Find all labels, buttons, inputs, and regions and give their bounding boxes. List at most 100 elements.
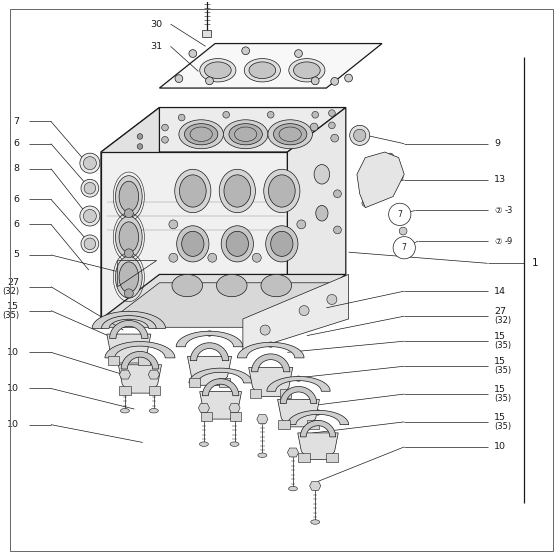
Text: 27: 27	[494, 307, 506, 316]
Ellipse shape	[316, 206, 328, 221]
Circle shape	[223, 111, 230, 118]
Polygon shape	[119, 370, 130, 379]
Circle shape	[84, 183, 96, 194]
Ellipse shape	[370, 168, 388, 192]
Circle shape	[353, 129, 366, 142]
Polygon shape	[101, 316, 156, 328]
Ellipse shape	[199, 442, 208, 446]
Ellipse shape	[226, 231, 249, 256]
Ellipse shape	[179, 120, 223, 149]
Ellipse shape	[365, 162, 393, 198]
Circle shape	[362, 200, 368, 207]
Circle shape	[162, 137, 169, 143]
Circle shape	[169, 253, 178, 262]
Text: 6: 6	[13, 195, 19, 204]
Circle shape	[389, 203, 411, 226]
Ellipse shape	[264, 169, 300, 213]
Polygon shape	[202, 379, 239, 396]
FancyBboxPatch shape	[189, 378, 200, 387]
Circle shape	[327, 295, 337, 305]
FancyBboxPatch shape	[250, 389, 261, 398]
Polygon shape	[188, 356, 231, 385]
Polygon shape	[237, 342, 304, 358]
FancyBboxPatch shape	[281, 389, 292, 398]
Circle shape	[329, 122, 335, 129]
Circle shape	[268, 342, 273, 347]
FancyBboxPatch shape	[108, 356, 119, 365]
Text: 15: 15	[494, 332, 506, 341]
Ellipse shape	[258, 453, 267, 458]
Ellipse shape	[314, 165, 330, 184]
Text: (35): (35)	[494, 422, 511, 431]
Circle shape	[267, 111, 274, 118]
Ellipse shape	[217, 274, 247, 297]
Text: 15: 15	[494, 413, 506, 422]
Polygon shape	[249, 367, 293, 396]
Ellipse shape	[270, 231, 293, 256]
Polygon shape	[229, 404, 240, 412]
Circle shape	[208, 253, 217, 262]
Circle shape	[329, 110, 335, 116]
Circle shape	[207, 331, 212, 337]
Text: 14: 14	[494, 287, 506, 296]
Circle shape	[310, 123, 318, 131]
Circle shape	[260, 325, 270, 335]
Circle shape	[178, 114, 185, 121]
Circle shape	[345, 74, 352, 82]
Circle shape	[387, 153, 394, 160]
Circle shape	[331, 134, 339, 142]
Ellipse shape	[311, 520, 320, 524]
Circle shape	[124, 289, 133, 298]
Ellipse shape	[223, 120, 268, 149]
Text: 15: 15	[7, 302, 19, 311]
Polygon shape	[190, 343, 228, 361]
Circle shape	[83, 209, 96, 222]
Ellipse shape	[221, 226, 254, 262]
Ellipse shape	[119, 222, 138, 253]
Ellipse shape	[293, 62, 320, 78]
Circle shape	[83, 157, 96, 170]
Circle shape	[396, 174, 403, 180]
Circle shape	[295, 50, 302, 58]
Text: 27: 27	[7, 278, 19, 287]
Circle shape	[312, 111, 319, 118]
Polygon shape	[148, 370, 160, 379]
Ellipse shape	[120, 408, 129, 413]
FancyBboxPatch shape	[202, 30, 211, 37]
Text: (32): (32)	[494, 316, 511, 325]
Circle shape	[399, 227, 407, 235]
Ellipse shape	[289, 59, 325, 82]
Circle shape	[126, 315, 132, 320]
Polygon shape	[267, 376, 330, 391]
Ellipse shape	[219, 169, 255, 213]
Text: 1: 1	[532, 258, 539, 268]
Polygon shape	[101, 108, 160, 319]
Polygon shape	[189, 368, 253, 383]
Text: (35): (35)	[494, 341, 511, 350]
FancyBboxPatch shape	[119, 386, 130, 395]
Ellipse shape	[179, 175, 206, 207]
Polygon shape	[105, 342, 175, 358]
Polygon shape	[101, 152, 287, 319]
Text: -9: -9	[505, 236, 512, 245]
Text: (32): (32)	[2, 287, 19, 296]
Text: 7: 7	[398, 210, 402, 219]
Polygon shape	[110, 320, 148, 338]
Circle shape	[84, 238, 96, 250]
Polygon shape	[160, 44, 382, 88]
Polygon shape	[287, 448, 298, 457]
Ellipse shape	[230, 442, 239, 446]
Ellipse shape	[204, 62, 231, 78]
Circle shape	[206, 77, 213, 85]
Polygon shape	[176, 331, 243, 347]
Polygon shape	[101, 274, 346, 319]
Text: 6: 6	[13, 220, 19, 229]
FancyBboxPatch shape	[278, 420, 290, 429]
Ellipse shape	[150, 408, 158, 413]
Polygon shape	[251, 354, 290, 372]
Circle shape	[124, 209, 133, 218]
Polygon shape	[243, 274, 348, 352]
Ellipse shape	[265, 226, 298, 262]
Ellipse shape	[273, 124, 307, 145]
Ellipse shape	[229, 124, 262, 145]
